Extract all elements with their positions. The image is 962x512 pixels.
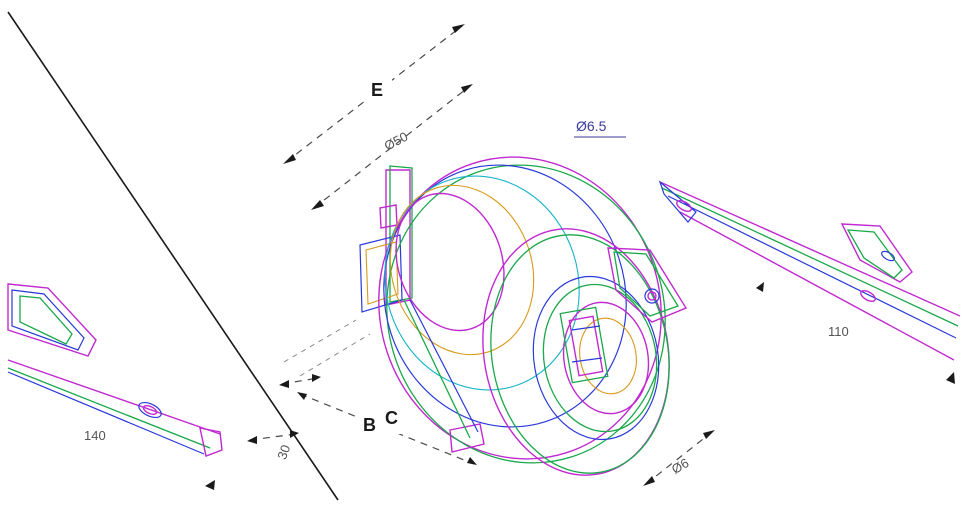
dim-e-label: E	[371, 80, 383, 100]
right-bracket-value: 110	[828, 324, 849, 339]
fan-assembly	[359, 156, 688, 476]
left-bracket-value: 140	[84, 428, 106, 443]
dimension-b-c: B C	[279, 319, 477, 465]
dim-bottom-right-value: Ø6	[669, 455, 692, 477]
section-line	[7, 11, 339, 501]
dim-left-value: 30	[274, 443, 293, 462]
dimension-e: E	[283, 24, 465, 164]
left-bracket: 140	[7, 283, 223, 490]
diameter-label: Ø6.5	[576, 118, 607, 134]
right-bracket: 110	[658, 180, 961, 384]
dimension-bottom-right: Ø6	[643, 430, 715, 486]
dimension-top-diameter: Ø50	[311, 84, 473, 210]
dim-b-label: B	[363, 415, 376, 435]
dim-c-label: C	[385, 408, 398, 428]
dim-top-value: Ø50	[382, 129, 411, 154]
dimension-left: 30	[247, 430, 299, 461]
